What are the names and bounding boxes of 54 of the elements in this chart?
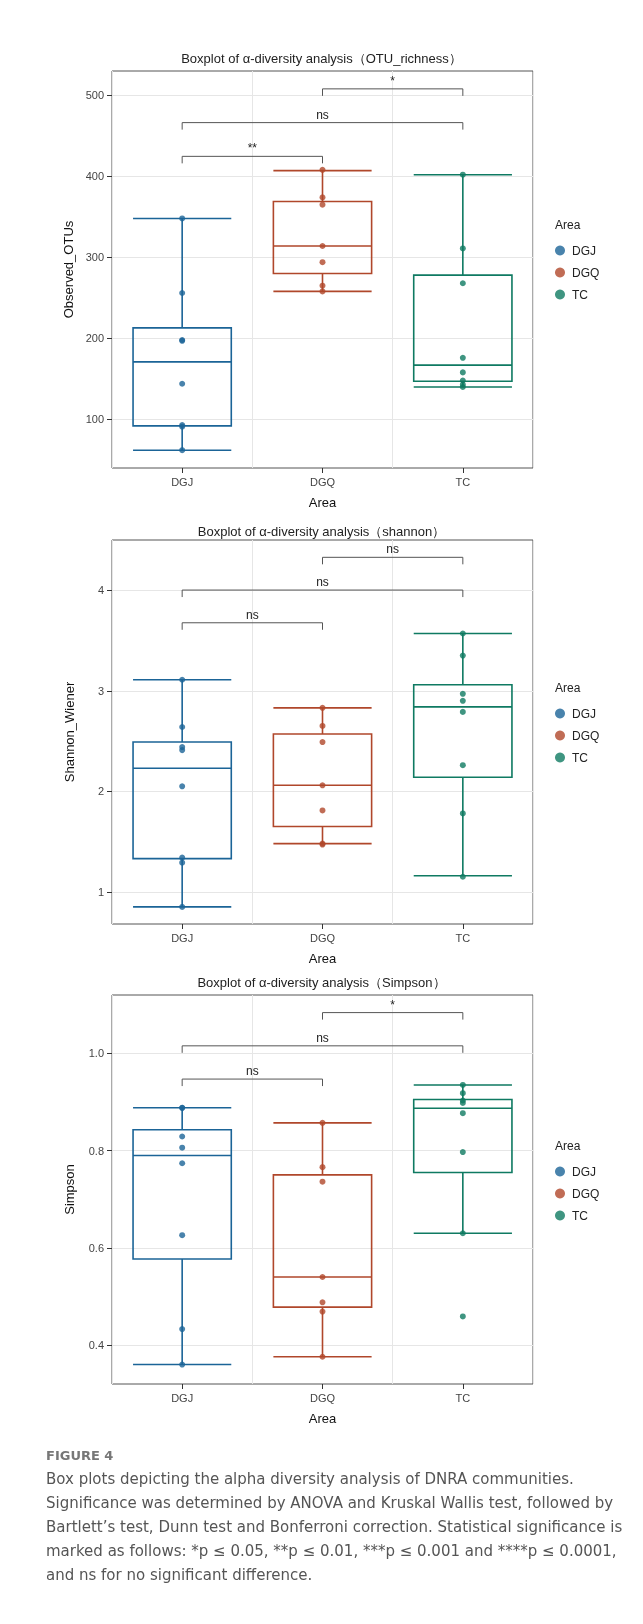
legend-label: DGJ (572, 1164, 596, 1179)
legend-label: TC (572, 750, 589, 765)
annotation: ns (316, 1030, 329, 1045)
x-tick-label: TC (455, 475, 471, 488)
annotation: * (390, 73, 396, 88)
y-tick-label: 400 (85, 170, 104, 183)
y-axis-title: Observed_OTUs (60, 220, 76, 319)
x-tick-label: DGJ (171, 475, 194, 488)
y-tick-label: 0.4 (88, 1339, 104, 1352)
annotation: * (390, 997, 396, 1012)
x-axis-title: Area (308, 1411, 337, 1426)
y-tick-label: 1.0 (88, 1047, 104, 1060)
x-axis-title: Area (308, 495, 337, 510)
y-tick-label: 100 (85, 413, 104, 426)
y-tick-label: 0.6 (88, 1241, 104, 1254)
legend-title: Area (555, 1138, 581, 1153)
x-tick-label: TC (455, 1391, 471, 1404)
y-tick-label: 500 (85, 89, 104, 102)
x-tick-label: DGQ (309, 931, 336, 944)
caption: FIGURE 4 (46, 1448, 115, 1463)
chart-title: Boxplot of α-diversity analysis（OTU_richness） (181, 51, 462, 66)
annotation: ns (386, 542, 400, 557)
text: Box plots depicting the alpha diversity analysis of DNRA communities. Significance was determined by ANOVA and Kruskal Wallis test, followed by Bartlett’s test, Dunn test and Bonferroni correction. Statistical significance is marked as follows: *p ≤ 0.05, **p ≤ 0.01, ***p ≤ 0.001 and ****p ≤ 0.0001, and ns for no significant difference. (46, 1469, 624, 1586)
annotation: ** (247, 141, 258, 156)
annotation: ns (245, 607, 259, 622)
y-axis-title: Simpson (62, 1164, 77, 1215)
legend-label: DGQ (572, 265, 600, 280)
y-tick-label: 3 (97, 684, 104, 697)
x-tick-label: TC (455, 931, 471, 944)
legend-title: Area (555, 680, 581, 695)
x-tick-label: DGJ (171, 1391, 194, 1404)
x-axis-title: Area (308, 951, 337, 966)
legend-title: Area (555, 217, 581, 232)
legend-label: DGJ (572, 243, 596, 258)
annotation: ns (245, 1064, 259, 1079)
x-tick-label: DGJ (171, 931, 194, 944)
chart-title: Boxplot of α-diversity analysis（shannon） (197, 524, 446, 539)
y-tick-label: 200 (85, 332, 104, 345)
legend-label: TC (572, 287, 589, 302)
y-tick-label: 2 (97, 785, 104, 798)
legend-label: DGJ (572, 706, 596, 721)
chart-title: Boxplot of α-diversity analysis（Simpson） (197, 975, 446, 990)
y-tick-label: 4 (97, 584, 104, 597)
annotation: ns (316, 575, 329, 590)
legend-label: TC (572, 1208, 589, 1223)
y-tick-label: 300 (85, 251, 104, 264)
legend-label: DGQ (572, 1186, 600, 1201)
x-tick-label: DGQ (309, 1391, 336, 1404)
annotation: ns (316, 107, 329, 122)
y-axis-title: Shannon_Wiener (62, 681, 77, 783)
x-tick-label: DGQ (309, 475, 336, 488)
legend-label: DGQ (572, 728, 600, 743)
y-tick-label: 1 (97, 885, 104, 898)
y-tick-label: 0.8 (88, 1144, 104, 1157)
